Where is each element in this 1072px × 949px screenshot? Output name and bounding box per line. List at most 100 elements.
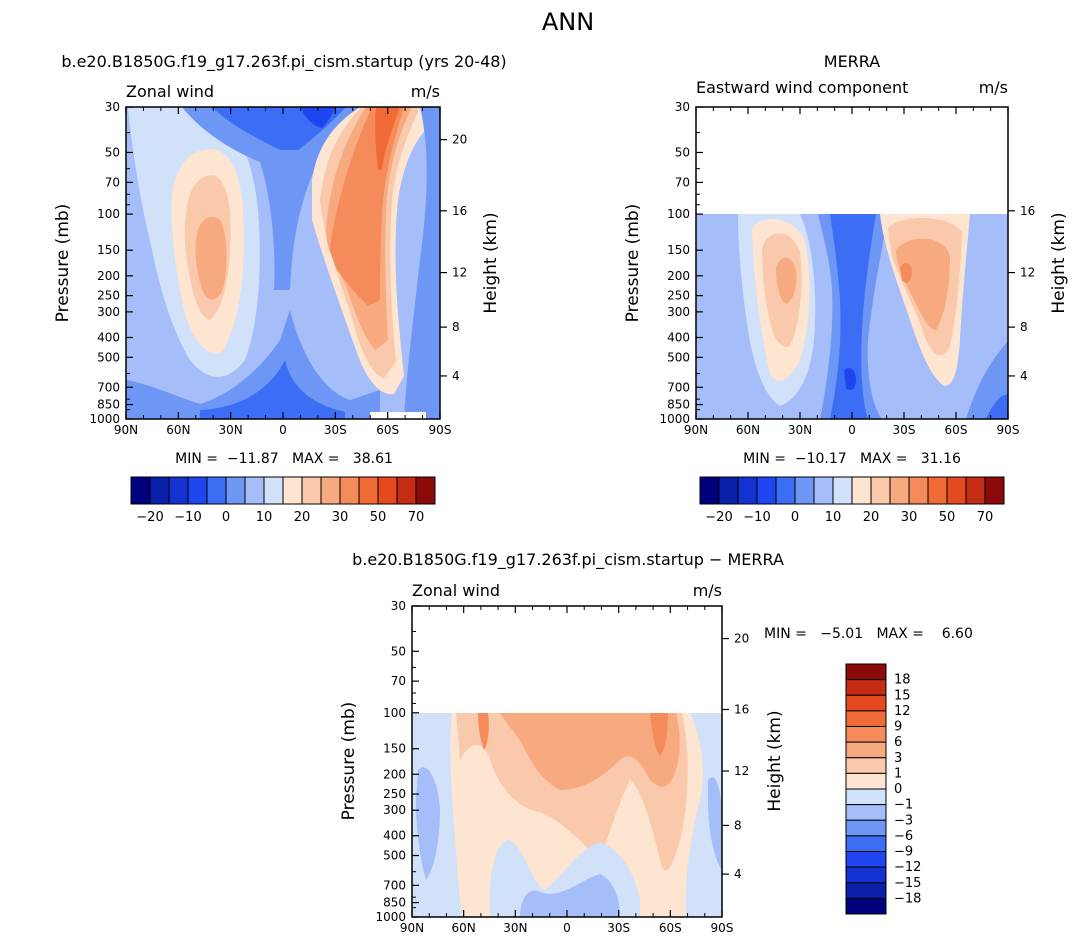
pressure-tick-label: 30 [105,100,120,114]
height-tick-label: 20 [452,133,467,147]
colorbar-swatch [377,476,398,505]
pressure-tick-label: 250 [383,787,406,801]
colorbar-swatch [358,476,379,505]
colorbar-swatch [965,476,986,505]
colorbar-label: −15 [894,876,921,891]
colorbar-label: 0 [894,782,902,797]
panel-merra-y2label: Height (km) [1049,212,1069,313]
fill-west-sh-5 [375,107,400,170]
fill-sh-edge-blue [986,394,1008,419]
pressure-tick-label: 500 [383,849,406,863]
pressure-tick-label: 100 [667,207,690,221]
pressure-tick-label: 500 [97,350,120,364]
colorbar-swatch [845,897,887,915]
colorbar-swatch [263,476,284,505]
colorbar-swatch [130,476,151,505]
fill-surface-blue [126,310,380,419]
pressure-tick-label: 100 [383,706,406,720]
colorbar-swatch [244,476,265,505]
pressure-tick-label: 400 [383,829,406,843]
colorbar-swatch [845,710,887,727]
colorbar-swatch [149,476,170,505]
colorbar-swatch [845,882,887,899]
latitude-tick-label: 60S [376,423,399,437]
page-title: ANN [542,8,594,36]
colorbar-label: 18 [894,673,911,688]
colorbar-swatch [845,726,887,743]
panel-model-field-label: Zonal wind [126,82,214,101]
colorbar-swatch [845,663,887,681]
pressure-tick-label: 50 [105,145,120,159]
panel-model-subtitle: b.e20.B1850G.f19_g17.263f.pi_cism.startu… [61,52,506,72]
colorbar-label: −10 [743,510,770,525]
height-tick-label: 16 [452,204,467,218]
colorbar-label: 50 [370,510,387,525]
pressure-tick-label: 200 [667,269,690,283]
colorbar-swatch [845,804,887,821]
colorbar-swatch [845,835,887,852]
latitude-tick-label: 30N [219,423,243,437]
colorbar-swatch [927,476,948,505]
pressure-tick-label: 700 [667,380,690,394]
pressure-tick-label: 70 [391,674,406,688]
latitude-tick-label: 90N [114,423,138,437]
fill-left-neg-2 [416,767,440,880]
latitude-tick-label: 30S [607,921,630,935]
fill-upper-pos-4 [478,713,489,750]
pressure-tick-label: 200 [383,767,406,781]
height-tick-label: 8 [452,320,460,334]
height-tick-label: 8 [734,818,742,832]
colorbar-swatch [187,476,208,505]
colorbar-label: 70 [977,510,994,525]
colorbar-label: 6 [894,735,902,750]
latitude-tick-label: 0 [848,423,856,437]
height-tick-label: 4 [1020,369,1028,383]
fill-center-blue-3 [844,368,856,390]
colorbar-swatch [282,476,303,505]
panel-diff-plot-area [411,605,723,918]
fill-sh-high-blue [966,340,1008,419]
panel-diff-ylabel: Pressure (mb) [339,702,359,821]
panel-diff-field-label: Zonal wind [412,581,500,600]
height-tick-label: 4 [452,369,460,383]
colorbar-swatch [870,476,891,505]
colorbar-label: 20 [294,510,311,525]
colorbar-label: −10 [174,510,201,525]
colorbar-label: 30 [332,510,349,525]
pressure-tick-label: 50 [391,644,406,658]
fill-sh-high-blue [404,107,440,419]
colorbar-label: 10 [825,510,842,525]
pressure-tick-label: 70 [675,175,690,189]
fill-right-neg [685,713,722,917]
colorbar-label: −3 [894,813,913,828]
pressure-tick-label: 300 [383,803,406,817]
colorbar-swatch [845,819,887,837]
panel-diff-stats: MIN = −5.01 MAX = 6.60 [764,626,973,642]
colorbar-label: −9 [894,845,913,860]
colorbar-label: 15 [894,688,911,703]
fill-right-neg-2 [708,777,722,870]
pressure-tick-label: 150 [383,742,406,756]
pressure-tick-label: 1000 [659,412,690,426]
latitude-tick-label: 60N [736,423,760,437]
latitude-tick-label: 30S [893,423,916,437]
colorbar-swatch [737,476,758,505]
colorbar-label: −6 [894,829,913,844]
pressure-tick-label: 300 [667,305,690,319]
colorbar-swatch [699,476,720,505]
colorbar-swatch [845,741,887,759]
colorbar-swatch [845,788,887,806]
colorbar-swatch [845,679,887,696]
colorbar-swatch [320,476,341,505]
latitude-tick-label: 90N [684,423,708,437]
colorbar-swatch [794,476,815,505]
colorbar-swatch [301,476,322,505]
height-tick-label: 12 [452,266,467,280]
colorbar-swatch [225,476,246,505]
panel-merra-stats: MIN = −10.17 MAX = 31.16 [743,451,961,467]
latitude-tick-label: 30N [503,921,527,935]
